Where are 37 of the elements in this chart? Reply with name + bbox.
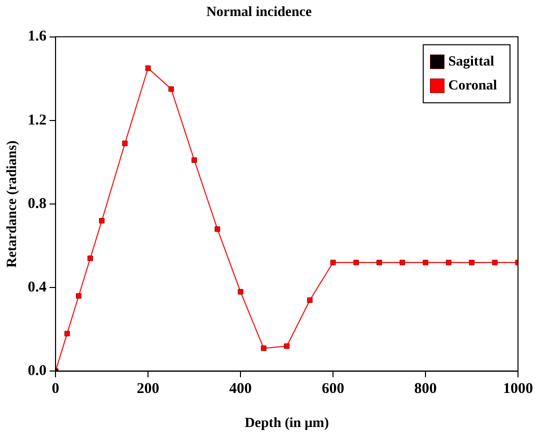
- legend-label: Coronal: [448, 78, 498, 94]
- x-tick-label: 600: [322, 381, 344, 398]
- point: [88, 256, 93, 262]
- point: [64, 330, 70, 336]
- point: [214, 226, 220, 232]
- point: [76, 293, 82, 299]
- point: [260, 345, 266, 351]
- y-axis-title: Retardance (radians): [5, 140, 20, 268]
- point: [353, 260, 359, 266]
- y-tick-label: 0.8: [28, 196, 47, 212]
- point: [192, 157, 198, 163]
- y-tick-label: 0.0: [28, 363, 47, 380]
- point: [376, 260, 382, 266]
- point: [446, 260, 452, 266]
- point: [99, 218, 105, 224]
- x-tick-label: 1000: [503, 381, 533, 398]
- x-tick-label: 400: [229, 381, 252, 398]
- y-tick-label: 0.4: [28, 279, 48, 296]
- point: [492, 260, 498, 266]
- point: [307, 297, 313, 303]
- y-tick-label: 1.6: [28, 28, 48, 45]
- point: [122, 140, 128, 146]
- x-tick-label: 200: [136, 381, 160, 398]
- chart-title: Normal incidence: [206, 5, 312, 20]
- point: [422, 260, 428, 266]
- legend-label: Sagittal: [448, 54, 494, 70]
- point: [330, 260, 336, 266]
- x-tick-label: 0: [52, 381, 60, 398]
- point: [145, 65, 151, 71]
- point: [168, 86, 174, 92]
- x-axis-title: Depth (in μm): [244, 416, 330, 432]
- point: [284, 343, 290, 349]
- y-tick-label: 1.2: [28, 112, 47, 128]
- x-tick-label: 800: [414, 381, 437, 398]
- point: [238, 289, 244, 295]
- point: [400, 260, 406, 266]
- point: [469, 260, 474, 266]
